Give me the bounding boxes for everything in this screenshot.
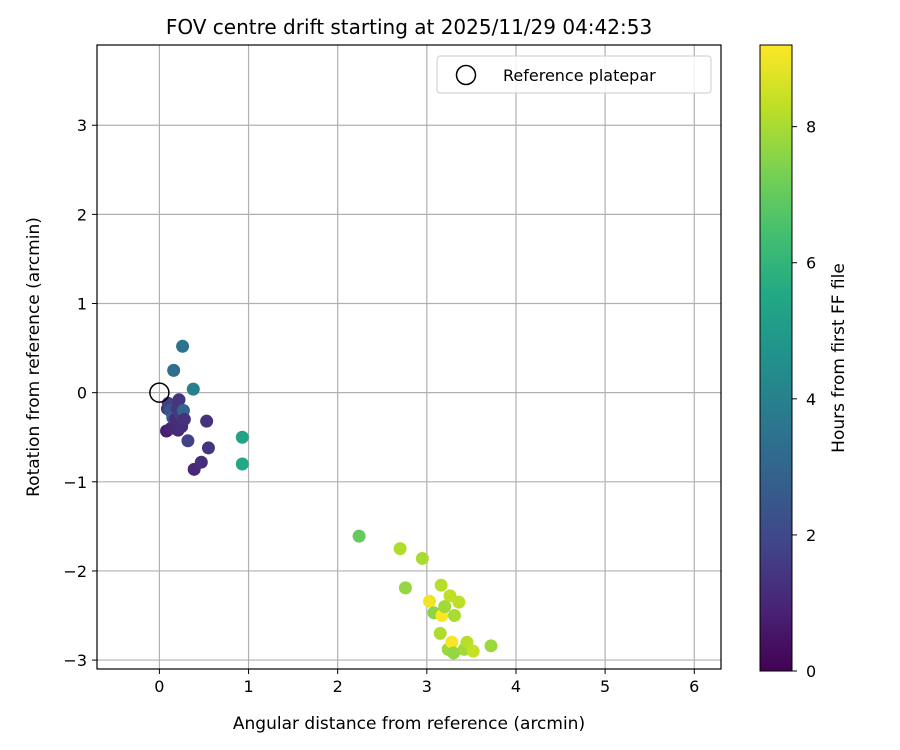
data-point: [167, 363, 181, 377]
data-point: [452, 595, 466, 609]
data-point: [177, 412, 191, 426]
data-point: [466, 644, 480, 658]
legend: Reference platepar: [436, 55, 712, 94]
data-point: [352, 529, 366, 543]
colorbar-gradient: [759, 44, 793, 672]
reference-platepar-marker: [149, 382, 170, 403]
x-tick-label: 4: [511, 677, 521, 696]
x-tick-label: 3: [422, 677, 432, 696]
legend-entry-reference: Reference platepar: [503, 66, 656, 85]
x-axis-ticks: 0 1 2 3 4 5 6: [154, 669, 699, 696]
y-tick-label: 1: [77, 295, 87, 314]
grid-lines: [97, 45, 721, 669]
data-point: [415, 551, 429, 565]
data-point: [423, 594, 437, 608]
x-tick-label: 2: [333, 677, 343, 696]
y-tick-label: 0: [77, 384, 87, 403]
y-tick-label: −3: [63, 651, 87, 670]
chart-title: FOV centre drift starting at 2025/11/29 …: [166, 15, 652, 39]
data-point: [445, 635, 459, 649]
data-point: [201, 441, 215, 455]
x-tick-label: 0: [154, 677, 164, 696]
y-axis-ticks: −3 −2 −1 0 1 2 3: [63, 116, 97, 670]
x-tick-label: 1: [243, 677, 253, 696]
colorbar-tick-label: 4: [806, 390, 816, 409]
data-point: [438, 600, 452, 614]
data-point: [434, 578, 448, 592]
data-point: [235, 457, 249, 471]
y-tick-label: −2: [63, 562, 87, 581]
colorbar-tick-label: 2: [806, 526, 816, 545]
data-point: [398, 581, 412, 595]
y-axis-label: Rotation from reference (arcmin): [24, 217, 44, 497]
data-point: [200, 414, 214, 428]
data-point: [447, 646, 461, 660]
data-point: [172, 393, 186, 407]
x-axis-label: Angular distance from reference (arcmin): [233, 714, 585, 734]
data-points: [160, 339, 498, 660]
data-point: [176, 339, 190, 353]
data-point: [235, 430, 249, 444]
data-point: [447, 609, 461, 623]
colorbar-tick-label: 6: [806, 254, 816, 273]
colorbar-label: Hours from first FF file: [829, 263, 849, 453]
x-tick-label: 6: [689, 677, 699, 696]
data-point: [181, 434, 195, 448]
y-tick-label: −1: [63, 473, 87, 492]
plot-frame: [96, 44, 722, 670]
data-point: [433, 626, 447, 640]
colorbar-ticks: 0 2 4 6 8: [792, 118, 816, 681]
colorbar-tick-label: 8: [806, 118, 816, 137]
data-point: [393, 542, 407, 556]
legend-box: [436, 55, 712, 94]
data-point: [484, 639, 498, 653]
legend-marker-icon: [455, 64, 477, 86]
colorbar-tick-label: 0: [806, 662, 816, 681]
data-point: [194, 455, 208, 469]
y-tick-label: 3: [77, 116, 87, 135]
data-point: [186, 382, 200, 396]
y-tick-label: 2: [77, 205, 87, 224]
colorbar: 0 2 4 6 8 Hours from first FF file: [759, 44, 849, 681]
x-tick-label: 5: [600, 677, 610, 696]
